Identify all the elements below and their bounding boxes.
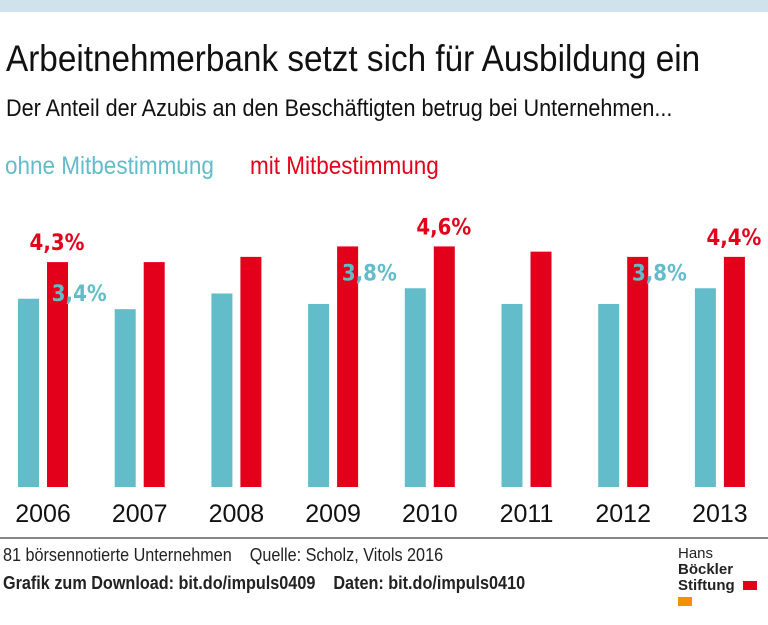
legend-ohne: ohne Mitbestimmung (5, 152, 214, 180)
bar-chart: 4,3% 2006 3,4% 2007 2008 2009 3,8% 4,6% 2010 2011… (15, 215, 761, 528)
logo-text-bold: Böckler (678, 561, 734, 578)
hans-boeckler-logo: Hans Böckler Stiftung (678, 546, 768, 610)
logo-text-stiftung: Stiftung (678, 577, 735, 594)
bar-mit-2007 (143, 262, 165, 487)
data-label: 4,3% (30, 231, 85, 256)
data-label: 3,8% (632, 261, 687, 286)
footer-note: 81 börsennotierte Unternehmen Quelle: Sc… (3, 545, 443, 566)
data-label: 3,8% (342, 261, 397, 286)
x-tick-label: 2013 (692, 500, 748, 528)
bar-ohne-2006 (18, 298, 39, 487)
bar-mit-2010 (433, 246, 455, 487)
bar-mit-2008 (240, 256, 262, 487)
bar-ohne-2013 (694, 288, 716, 487)
divider (0, 537, 768, 539)
bar-mit-2012 (627, 256, 649, 487)
data-label: 4,6% (416, 215, 471, 240)
x-tick-label: 2006 (15, 500, 71, 528)
legend-mit: mit Mitbestimmung (250, 152, 439, 180)
chart-subtitle: Der Anteil der Azubis an den Beschäftigt… (6, 95, 673, 122)
x-tick-label: 2009 (305, 500, 361, 528)
data-link[interactable]: Daten: bit.do/impuls0410 (333, 573, 526, 593)
logo-text: Hans (678, 545, 714, 562)
download-link[interactable]: Grafik zum Download: bit.do/impuls0409 (3, 573, 316, 593)
chart-title: Arbeitnehmerbank setzt sich für Ausbildu… (6, 38, 701, 79)
x-tick-label: 2007 (112, 500, 168, 528)
data-label: 4,4% (706, 226, 761, 251)
x-tick-label: 2012 (595, 500, 651, 528)
bar-mit-2009 (337, 246, 359, 487)
bar-ohne-2008 (211, 293, 233, 487)
bar-mit-2011 (530, 251, 552, 487)
logo-orange-block (678, 597, 692, 606)
x-tick-label: 2011 (500, 500, 554, 528)
x-tick-label: 2010 (402, 500, 458, 528)
x-tick-label: 2008 (209, 500, 265, 528)
top-strip (0, 0, 768, 12)
bar-ohne-2009 (308, 303, 330, 487)
bar-ohne-2012 (598, 303, 620, 487)
bar-ohne-2011 (501, 303, 523, 487)
bar-mit-2013 (723, 256, 745, 487)
footer-links: Grafik zum Download: bit.do/impuls0409 D… (3, 573, 525, 594)
source: Quelle: Scholz, Vitols 2016 (249, 545, 444, 565)
sample-note: 81 börsennotierte Unternehmen (3, 545, 232, 565)
bar-mit-2006 (47, 262, 68, 487)
bar-ohne-2010 (404, 288, 426, 487)
data-label: 3,4% (52, 282, 107, 307)
logo-red-block (742, 581, 757, 590)
bar-ohne-2007 (114, 309, 136, 487)
